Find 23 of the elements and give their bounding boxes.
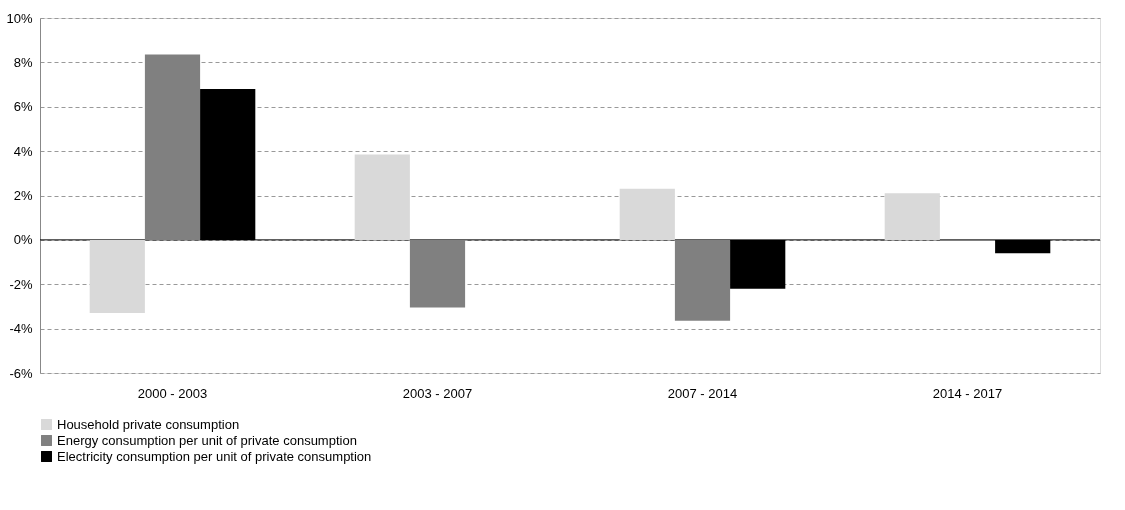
y-tick-label: 6% [13, 99, 33, 115]
bar [619, 188, 675, 240]
bar [89, 239, 145, 314]
x-tick-label: 2000 - 2003 [137, 385, 208, 401]
bar [144, 54, 201, 240]
y-tick-label: -4% [9, 321, 33, 337]
y-tick-label: 2% [13, 188, 33, 203]
legend-label: Electricity consumption per unit of private consumption [57, 448, 372, 464]
y-tick-label: 10% [6, 10, 33, 26]
bar [354, 154, 410, 240]
y-tick-label: -6% [9, 365, 33, 381]
y-tick-label: 8% [13, 54, 33, 70]
y-tick-label: -2% [9, 276, 33, 292]
x-tick-label: 2014 - 2017 [932, 385, 1003, 401]
bar [409, 239, 466, 308]
y-tick-label: 4% [13, 143, 33, 159]
y-tick-label: 0% [13, 232, 33, 248]
x-tick-label: 2003 - 2007 [402, 385, 473, 401]
x-tick-label: 2007 - 2014 [667, 385, 738, 401]
legend-label: Energy consumption per unit of private consumption [57, 432, 357, 448]
bar [674, 239, 731, 321]
bar [884, 193, 940, 240]
legend-label: Household private consumption [57, 416, 240, 432]
